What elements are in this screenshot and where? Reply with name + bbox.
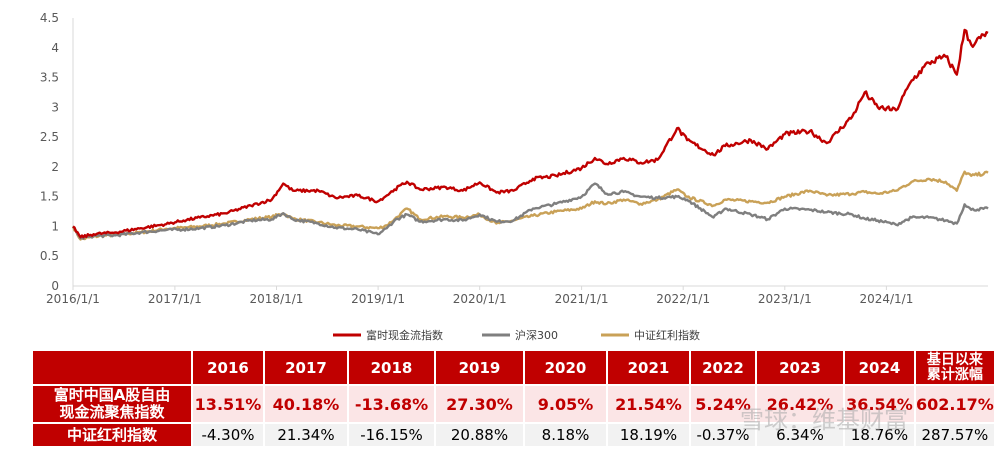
cashflow-return-2017: 40.18% — [264, 385, 349, 424]
dividend-return-2016: -4.30% — [192, 423, 265, 448]
x-tick-label: 2023/1/1 — [758, 292, 812, 306]
dividend-return-2017: 21.34% — [264, 423, 349, 448]
cashflow-return-2022: 5.24% — [690, 385, 757, 424]
header-year-2021: 2021 — [607, 351, 691, 386]
row-label-cashflow-index: 富时中国A股自由 现金流聚焦指数 — [33, 385, 193, 424]
x-tick-label: 2017/1/1 — [148, 292, 202, 306]
header-cumulative-line2: 累计涨幅 — [926, 366, 983, 383]
header-year-2017: 2017 — [264, 351, 349, 386]
header-year-2023: 2023 — [756, 351, 845, 386]
y-tick-label: 3.5 — [40, 71, 59, 85]
x-tick-label: 2016/1/1 — [46, 292, 100, 306]
dividend-return-2019: 20.88% — [435, 423, 525, 448]
chart-axes: 00.511.522.533.544.5 2016/1/1 2017/1/1 201… — [40, 11, 988, 306]
header-year-2020: 2020 — [524, 351, 608, 386]
performance-table: 2016 2017 2018 2019 2020 2021 2022 2023 … — [33, 351, 996, 448]
series-layer — [71, 28, 989, 241]
header-year-2022: 2022 — [690, 351, 757, 386]
x-axis-ticks: 2016/1/1 2017/1/1 2018/1/1 2019/1/1 2020/1/1… — [46, 286, 913, 306]
y-tick-label: 1.5 — [40, 190, 59, 204]
x-tick-label: 2019/1/1 — [351, 292, 405, 306]
series-line-0 — [72, 28, 989, 239]
dividend-return-2020: 8.18% — [524, 423, 608, 448]
y-tick-label: 2.5 — [40, 130, 59, 144]
row-label-cashflow-line1: 富时中国A股自由 — [53, 386, 171, 404]
y-axis-ticks: 0 0.5 1 1.5 2 2.5 3 3.5 4 4.5 — [40, 11, 59, 293]
header-cumulative-line1: 基日以来 — [926, 351, 983, 368]
table-row-cashflow-index: 富时中国A股自由 现金流聚焦指数 13.51% 40.18% -13.68% 2… — [33, 385, 996, 424]
cashflow-return-2018: -13.68% — [348, 385, 436, 424]
x-tick-label: 2021/1/1 — [555, 292, 609, 306]
x-tick-label: 2020/1/1 — [453, 292, 507, 306]
y-tick-label: 4.5 — [40, 11, 59, 25]
series-line-1 — [72, 182, 989, 240]
y-tick-label: 3 — [51, 100, 59, 114]
y-tick-label: 4 — [51, 41, 59, 55]
x-tick-label: 2018/1/1 — [250, 292, 304, 306]
dividend-return-cumulative: 287.57% — [915, 423, 996, 448]
y-tick-label: 2 — [51, 160, 59, 174]
header-cumulative: 基日以来 累计涨幅 — [915, 351, 996, 386]
header-year-2024: 2024 — [844, 351, 916, 386]
legend-label-2: 中证红利指数 — [634, 328, 700, 342]
dividend-return-2024: 18.76% — [844, 423, 916, 448]
series-line-2 — [71, 170, 989, 241]
dividend-return-2021: 18.19% — [607, 423, 691, 448]
table-header-row: 2016 2017 2018 2019 2020 2021 2022 2023 … — [33, 351, 996, 386]
y-tick-label: 1 — [51, 219, 59, 233]
cashflow-return-2021: 21.54% — [607, 385, 691, 424]
row-label-dividend-index: 中证红利指数 — [33, 423, 193, 448]
cashflow-return-2016: 13.51% — [192, 385, 265, 424]
cashflow-return-cumulative: 602.17% — [915, 385, 996, 424]
x-tick-label: 2024/1/1 — [859, 292, 913, 306]
cashflow-return-2023: 26.42% — [756, 385, 845, 424]
dividend-return-2023: 6.34% — [756, 423, 845, 448]
header-year-2018: 2018 — [348, 351, 436, 386]
table-row-dividend-index: 中证红利指数 -4.30% 21.34% -16.15% 20.88% 8.18… — [33, 423, 996, 448]
header-year-2016: 2016 — [192, 351, 265, 386]
dividend-return-2018: -16.15% — [348, 423, 436, 448]
x-tick-label: 2022/1/1 — [656, 292, 710, 306]
y-tick-label: 0 — [51, 279, 59, 293]
cashflow-return-2024: 36.54% — [844, 385, 916, 424]
chart-legend: 富时现金流指数 沪深300 中证红利指数 — [333, 328, 700, 342]
cashflow-return-2019: 27.30% — [435, 385, 525, 424]
y-tick-label: 0.5 — [40, 249, 59, 263]
cashflow-return-2020: 9.05% — [524, 385, 608, 424]
dividend-return-2022: -0.37% — [690, 423, 757, 448]
legend-label-1: 沪深300 — [515, 328, 558, 342]
table-corner-cell — [33, 351, 193, 386]
legend-label-0: 富时现金流指数 — [366, 328, 443, 342]
header-year-2019: 2019 — [435, 351, 525, 386]
line-chart: 00.511.522.533.544.5 2016/1/1 2017/1/1 201… — [40, 11, 989, 342]
row-label-cashflow-line2: 现金流聚焦指数 — [59, 403, 165, 421]
